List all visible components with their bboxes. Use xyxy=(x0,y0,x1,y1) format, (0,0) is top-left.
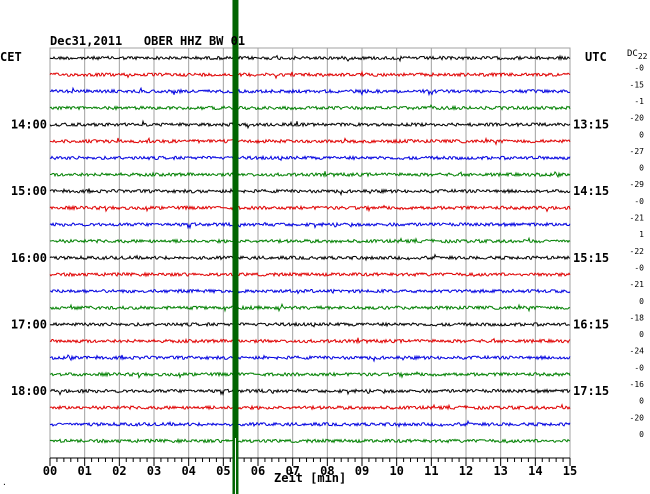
right-time-label: 16:15 xyxy=(573,317,609,331)
dc-offset-value: -20 xyxy=(630,413,645,422)
dc-offset-value: -21 xyxy=(630,214,645,223)
seismic-traces xyxy=(49,54,571,445)
dc-offset-value: -29 xyxy=(630,180,645,189)
right-time-label: 13:15 xyxy=(573,118,609,132)
trace-line xyxy=(49,136,571,146)
trace-line xyxy=(49,337,571,345)
left-time-label: 14:00 xyxy=(11,118,47,132)
right-time-label: 15:15 xyxy=(573,251,609,265)
dc-offset-value: -0 xyxy=(634,363,644,372)
dc-subscript: 22 xyxy=(637,51,648,61)
x-tick-label: 13 xyxy=(493,464,507,478)
axis-labels: 00 01 02 03 04 05 06 07 08 09 10 11 12 13 14 1514:0015:… xyxy=(11,64,644,478)
dc-offset-value: -21 xyxy=(630,280,645,289)
dc-offset-value: -18 xyxy=(630,313,645,322)
dc-offset-value: 0 xyxy=(639,164,644,173)
trace-line xyxy=(49,86,571,97)
trace-line xyxy=(49,253,571,262)
left-time-label: 18:00 xyxy=(11,384,47,398)
x-tick-label: 07 xyxy=(285,464,299,478)
dc-offset-value: -22 xyxy=(630,247,645,256)
trace-line xyxy=(49,321,570,328)
x-tick-label: 04 xyxy=(181,464,195,478)
timezone-label-left: CET xyxy=(0,50,22,64)
dc-offset-value: 0 xyxy=(639,430,644,439)
x-tick-label: 02 xyxy=(112,464,126,478)
dc-offset-value: -1 xyxy=(634,97,644,106)
x-tick-label: 01 xyxy=(77,464,91,478)
trace-line xyxy=(49,187,571,197)
x-tick-label: 11 xyxy=(424,464,438,478)
trace-line xyxy=(49,119,571,130)
right-time-label: 14:15 xyxy=(573,184,609,198)
dc-offset-value: 0 xyxy=(639,130,644,139)
trace-line xyxy=(49,302,571,313)
dc-offset-value: -20 xyxy=(630,114,645,123)
x-tick-label: 12 xyxy=(459,464,473,478)
event-marker xyxy=(232,0,239,494)
trace-line xyxy=(50,170,571,179)
dc-offset-value: -27 xyxy=(630,147,645,156)
dc-offset-value: 0 xyxy=(639,330,644,339)
dc-offset-value: -24 xyxy=(630,347,645,356)
timezone-label-right: UTC xyxy=(585,50,607,64)
left-time-label: 17:00 xyxy=(11,317,47,331)
dc-offset-value: 0 xyxy=(639,397,644,406)
trace-line xyxy=(49,271,571,278)
trace-line xyxy=(49,221,571,230)
dc-offset-value: 1 xyxy=(639,230,644,239)
left-time-label: 16:00 xyxy=(11,251,47,265)
dc-offset-value: 0 xyxy=(639,297,644,306)
dc-offset-value: -16 xyxy=(630,380,645,389)
left-time-label: 15:00 xyxy=(11,184,47,198)
trace-line xyxy=(49,54,571,63)
x-tick-label: 00 xyxy=(43,464,57,478)
dc-offset-header: DC22 xyxy=(627,49,647,61)
dc-offset-value: -0 xyxy=(634,263,644,272)
x-tick-label: 15 xyxy=(563,464,577,478)
trace-line xyxy=(49,69,571,80)
dc-offset-value: -0 xyxy=(634,197,644,206)
x-axis-ticks xyxy=(49,457,571,466)
x-tick-label: 03 xyxy=(147,464,161,478)
trace-line xyxy=(49,236,571,245)
trace-line xyxy=(49,403,571,411)
x-tick-label: 10 xyxy=(389,464,403,478)
trace-line xyxy=(49,204,571,213)
trace-line xyxy=(49,437,571,445)
x-tick-label: 06 xyxy=(251,464,265,478)
dc-offset-value: -0 xyxy=(634,64,644,73)
trace-line xyxy=(49,104,571,112)
event-marker-bar xyxy=(232,0,239,494)
x-axis-label: Zeit [min] xyxy=(274,471,347,485)
corner-mark: · xyxy=(2,480,7,489)
x-tick-label: 05 xyxy=(216,464,230,478)
right-time-label: 17:15 xyxy=(573,384,609,398)
x-tick-label: 09 xyxy=(355,464,369,478)
trace-line xyxy=(49,154,571,162)
trace-line xyxy=(49,354,571,363)
trace-line xyxy=(50,288,571,295)
chart-title: Dec31,2011 OBER HHZ BW 01 xyxy=(50,34,246,48)
x-tick-label: 14 xyxy=(528,464,542,478)
trace-line xyxy=(49,370,571,380)
x-tick-label: 08 xyxy=(320,464,334,478)
dc-offset-value: -15 xyxy=(630,80,645,89)
dc-label: DC xyxy=(627,49,638,59)
trace-line xyxy=(50,388,571,397)
trace-line xyxy=(49,419,571,429)
